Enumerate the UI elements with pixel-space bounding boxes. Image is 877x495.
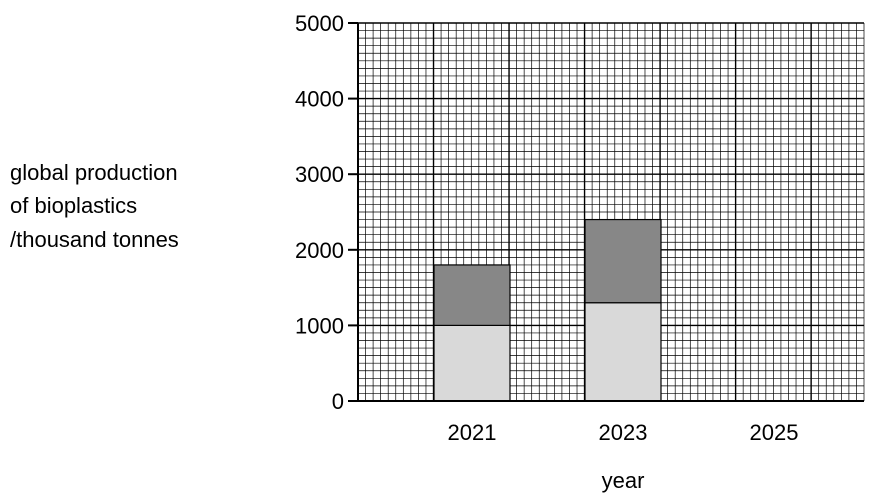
x-tick-labels: 2021 2023 2025 [448,420,799,445]
y-tick-labels: 0 1000 2000 3000 4000 5000 [295,11,344,414]
bar-2021-segment-1 [433,324,511,402]
y-axis-label-line-1: global production [10,160,178,185]
y-tick-label: 3000 [295,162,344,187]
x-tick-label-2025: 2025 [750,420,799,445]
y-tick-label: 5000 [295,11,344,36]
y-tick-label: 1000 [295,313,344,338]
bar-2023-segment-2 [584,218,662,304]
x-tick-label-2021: 2021 [448,420,497,445]
y-tick-label: 0 [332,389,344,414]
y-axis-label-line-2: of bioplastics [10,193,137,218]
bar-2021-segment-2 [433,264,511,327]
x-axis-title: year [602,468,645,493]
y-tick-label: 2000 [295,238,344,263]
axes [348,22,864,402]
x-tick-label-2023: 2023 [599,420,648,445]
y-tick-label: 4000 [295,87,344,112]
bar-2023-segment-1 [584,302,662,402]
y-axis-label-line-3: /thousand tonnes [10,227,179,252]
